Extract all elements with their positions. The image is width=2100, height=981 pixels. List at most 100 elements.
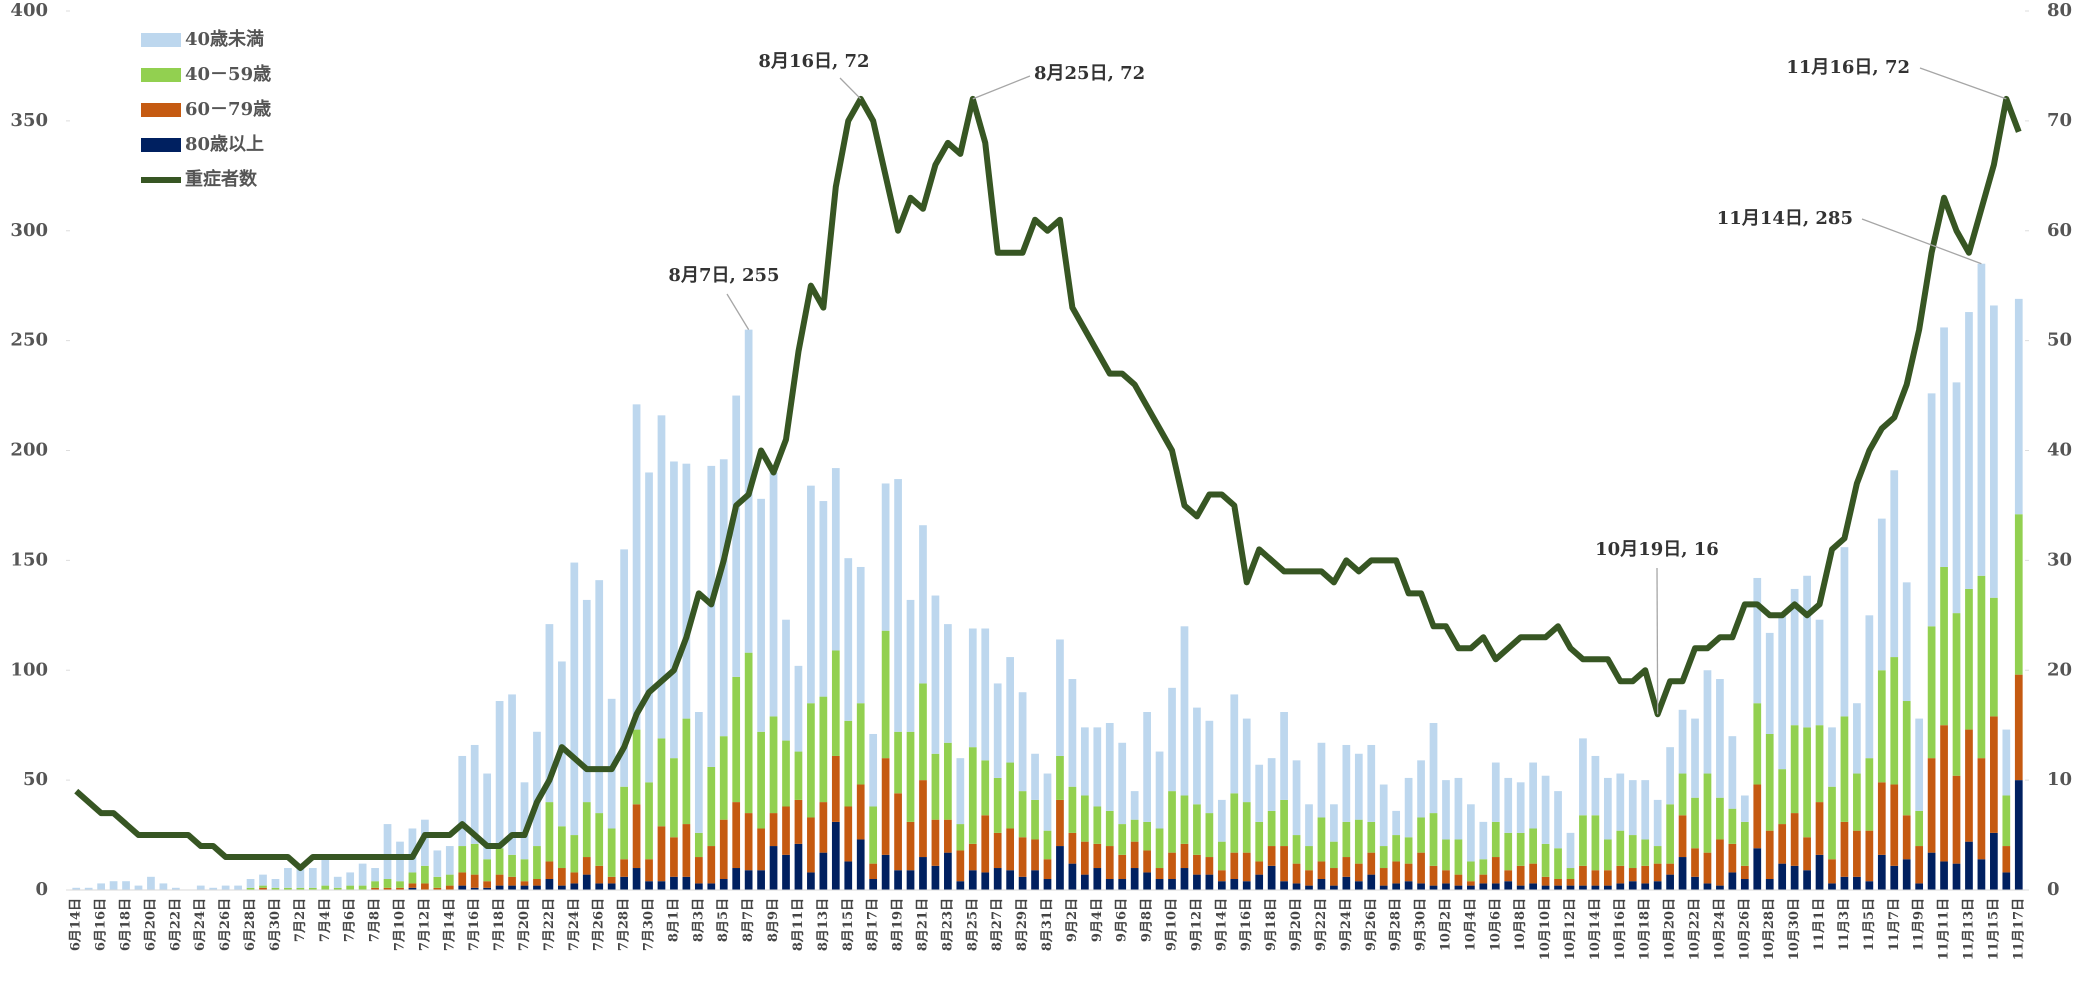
bar-segment xyxy=(1217,870,1226,882)
bar-segment xyxy=(1691,876,1699,890)
bar-segment xyxy=(1504,870,1513,882)
bar-segment xyxy=(1305,804,1313,847)
bar-segment xyxy=(1230,879,1239,890)
bar-segment xyxy=(1877,854,1886,890)
bar-segment xyxy=(421,819,429,866)
bar-segment xyxy=(744,870,753,890)
bar-segment xyxy=(1442,839,1450,871)
bar-segment xyxy=(993,868,1002,890)
bar-segment xyxy=(1890,865,1899,890)
bar-segment xyxy=(1902,815,1911,860)
bar-segment xyxy=(2002,795,2011,847)
bar-segment xyxy=(657,826,666,882)
bar-segment xyxy=(1280,799,1288,847)
x-tick-label: 9月18日 xyxy=(1264,898,1279,951)
bar-segment xyxy=(1255,861,1264,875)
bar-segment xyxy=(744,813,753,871)
x-tick-label: 8月19日 xyxy=(891,898,906,951)
bar-segment xyxy=(1591,815,1600,871)
bar-segment xyxy=(1728,872,1737,890)
x-tick-label: 8月27日 xyxy=(990,898,1005,951)
bar-segment xyxy=(1666,804,1674,864)
bar-segment xyxy=(1529,883,1537,890)
bar-segment xyxy=(97,883,105,890)
bar-segment xyxy=(782,740,790,807)
bar-segment xyxy=(1541,843,1550,877)
bar-segment xyxy=(1143,821,1151,851)
bar-segment xyxy=(1529,828,1537,864)
bar-segment xyxy=(1379,885,1388,890)
x-tick-label: 10月30日 xyxy=(1787,898,1802,960)
bar-segment xyxy=(1168,687,1176,792)
x-tick-label: 8月7日 xyxy=(741,898,756,942)
bar-segment xyxy=(757,828,765,871)
bar-segment xyxy=(495,848,504,875)
bar-segment xyxy=(570,883,579,890)
bar-segment xyxy=(732,395,741,677)
bar-segment xyxy=(1242,881,1251,890)
bar-segment xyxy=(1130,791,1139,820)
y2-tick-label: 70 xyxy=(2047,110,2072,131)
bar-segment xyxy=(1006,828,1015,871)
bar-segment xyxy=(1242,852,1251,882)
y-tick-label: 200 xyxy=(10,440,48,461)
bar-segment xyxy=(807,872,815,890)
legend-swatch xyxy=(141,138,181,152)
y2-tick-label: 20 xyxy=(2047,659,2072,680)
x-tick-label: 7月14日 xyxy=(442,898,457,951)
bar-segment xyxy=(1118,824,1127,855)
bar-segment xyxy=(1504,881,1513,890)
bar-segment xyxy=(1778,824,1787,864)
bar-segment xyxy=(1118,854,1127,880)
bar-segment xyxy=(383,879,392,888)
bar-segment xyxy=(122,881,130,890)
bar-segment xyxy=(1902,859,1911,890)
bar-segment xyxy=(856,784,865,840)
x-tick-label: 11月3日 xyxy=(1837,898,1852,951)
bar-segment xyxy=(1417,760,1425,818)
annotation-leader xyxy=(726,293,750,330)
bar-segment xyxy=(906,731,915,822)
y2-tick-label: 40 xyxy=(2047,440,2072,461)
bar-segment xyxy=(1354,753,1363,820)
bar-segment xyxy=(1479,883,1488,890)
bar-segment xyxy=(1990,832,1998,890)
bar-segment xyxy=(533,885,541,890)
bar-segment xyxy=(396,881,404,888)
bars xyxy=(72,263,2023,890)
bar-segment xyxy=(1740,821,1749,866)
bar-segment xyxy=(881,854,890,890)
bar-segment xyxy=(1342,744,1351,822)
bar-segment xyxy=(682,718,691,825)
bar-segment xyxy=(819,852,828,890)
bar-segment xyxy=(1728,736,1737,809)
bar-segment xyxy=(308,868,317,888)
x-tick-label: 9月8日 xyxy=(1140,898,1155,942)
x-tick-label: 7月20日 xyxy=(517,898,532,951)
bar-segment xyxy=(993,777,1002,833)
bar-segment xyxy=(682,824,691,877)
x-tick-label: 8月25日 xyxy=(965,898,980,951)
x-tick-label: 7月28日 xyxy=(617,898,632,951)
bar-segment xyxy=(533,879,541,886)
bar-segment xyxy=(1118,879,1127,890)
bar-segment xyxy=(1579,865,1587,886)
x-tick-label: 8月1日 xyxy=(666,898,681,942)
bar-segment xyxy=(1354,863,1363,882)
bar-segment xyxy=(968,747,977,844)
bar-segment xyxy=(1392,835,1401,862)
x-tick-label: 8月9日 xyxy=(766,898,781,942)
bar-segment xyxy=(458,885,467,890)
bar-segment xyxy=(670,876,678,890)
bar-segment xyxy=(1890,784,1899,866)
bar-segment xyxy=(508,694,516,855)
bar-segment xyxy=(1342,857,1351,877)
y-tick-label: 300 xyxy=(10,220,48,241)
bar-segment xyxy=(607,828,616,877)
bar-segment xyxy=(1429,865,1438,886)
bar-segment xyxy=(719,459,728,737)
bar-segment xyxy=(1641,780,1650,840)
bar-segment xyxy=(284,868,292,888)
bar-segment xyxy=(1927,626,1936,759)
bar-segment xyxy=(1292,760,1301,836)
